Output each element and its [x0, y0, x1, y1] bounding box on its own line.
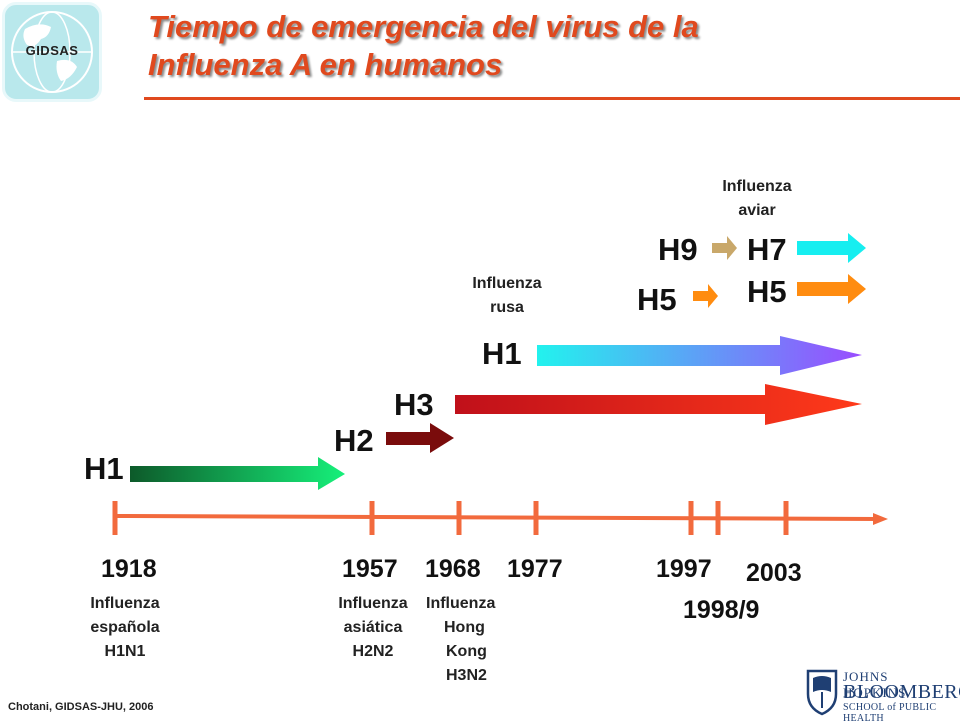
h1-1918-arrow — [130, 457, 345, 490]
h5-2003-label: H5 — [747, 274, 787, 309]
timeline-axis — [114, 514, 879, 521]
h9-label: H9 — [658, 232, 698, 267]
globe-icon — [11, 11, 93, 93]
h9-arrow — [712, 236, 737, 260]
h5-2003-arrow — [797, 274, 866, 304]
pandemic-asiatica: Influenza asiática H2N2 — [318, 592, 428, 664]
institution-line-2: BLOOMBERG — [843, 681, 960, 703]
h1-1918-label: H1 — [84, 451, 124, 486]
annotation-line: Influenza — [722, 178, 792, 195]
pandemic-line: Influenza — [338, 595, 408, 612]
title-divider — [144, 97, 960, 100]
annotation-influenza-aviar: Influenza aviar — [692, 175, 822, 223]
title-line-2: Influenza A en humanos — [148, 47, 503, 82]
timeline-arrowhead — [873, 513, 888, 525]
footer-credit: Chotani, GIDSAS-JHU, 2006 — [8, 701, 154, 713]
h5-1997-arrow — [693, 284, 718, 308]
pandemic-line: asiática — [343, 619, 403, 636]
jhu-bloomberg-logo: JOHNS HOPKINS BLOOMBERG SCHOOL of PUBLIC… — [805, 667, 960, 724]
year-1957: 1957 — [342, 555, 398, 583]
year-2003: 2003 — [746, 559, 802, 587]
year-1997: 1997 — [656, 555, 712, 583]
pandemic-line: H3N2 — [446, 667, 487, 684]
annotation-line: aviar — [738, 202, 776, 219]
shield-crest-icon — [806, 669, 838, 716]
pandemic-line: Kong — [446, 643, 487, 660]
institution-line-1: JOHNS HOPKINS — [843, 669, 907, 700]
gidsas-logo: GIDSAS — [2, 2, 102, 102]
h7-label: H7 — [747, 232, 787, 267]
year-1977: 1977 — [507, 555, 563, 583]
pandemic-hong-kong: Influenza Hong Kong H3N2 — [418, 592, 528, 688]
pandemic-line: Influenza — [426, 595, 496, 612]
pandemic-line: española — [90, 619, 160, 636]
pandemic-line: H2N2 — [352, 643, 394, 660]
pandemic-line: Hong — [444, 619, 485, 636]
annotation-line: rusa — [490, 299, 524, 316]
year-1968: 1968 — [425, 555, 481, 583]
pandemic-line: H1N1 — [104, 643, 146, 660]
institution-line-3: SCHOOL of PUBLIC HEALTH — [843, 702, 937, 724]
pandemic-espanola: Influenza española H1N1 — [70, 592, 180, 664]
h7-arrow — [797, 233, 866, 263]
page-title: Tiempo de emergencia del virus de la Inf… — [148, 8, 699, 84]
pandemic-line: Influenza — [90, 595, 160, 612]
h3-arrow — [455, 384, 862, 425]
annotation-influenza-rusa: Influenza rusa — [442, 272, 572, 320]
h5-1997-label: H5 — [637, 282, 677, 317]
h3-label: H3 — [394, 387, 434, 422]
h1-1977-label: H1 — [482, 336, 522, 371]
year-1918: 1918 — [101, 555, 157, 583]
logo-label: GIDSAS — [25, 43, 79, 58]
h1-1977-arrow — [537, 336, 862, 375]
title-line-1: Tiempo de emergencia del virus de la — [148, 9, 699, 44]
h2-arrow — [386, 423, 454, 453]
annotation-line: Influenza — [472, 275, 542, 292]
year-1998-9: 1998/9 — [683, 596, 760, 624]
h2-label: H2 — [334, 423, 374, 458]
